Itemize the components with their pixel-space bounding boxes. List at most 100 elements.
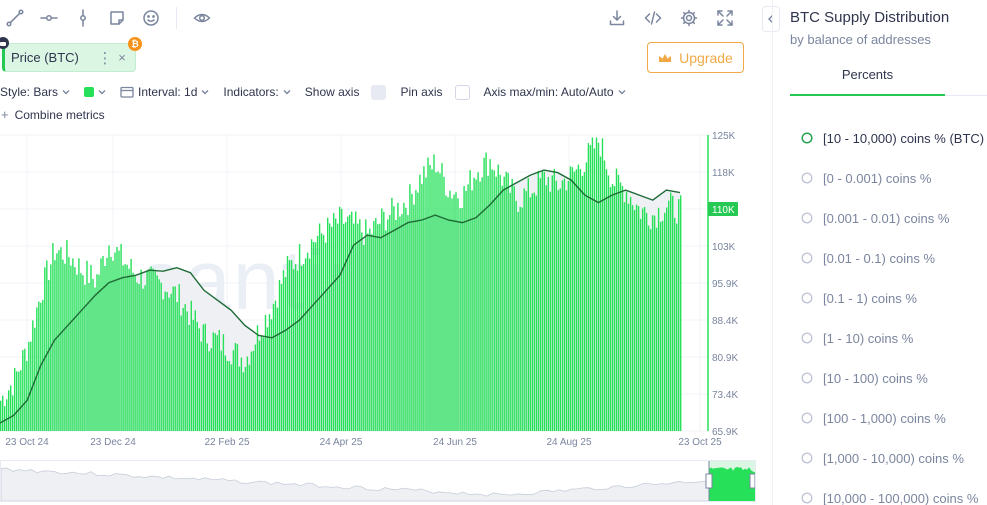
radio-icon[interactable]	[801, 212, 813, 224]
bar	[465, 191, 467, 431]
sub-metric-item[interactable]: [10 - 100) coins %	[801, 358, 984, 398]
bar	[178, 284, 180, 431]
bar	[2, 395, 4, 431]
sub-metric-item[interactable]: [100 - 1,000) coins %	[801, 398, 984, 438]
bar	[220, 350, 222, 431]
radio-icon[interactable]	[801, 332, 813, 344]
navigator-canvas[interactable]	[0, 461, 756, 502]
sub-metric-item[interactable]: [10,000 - 100,000) coins %	[801, 478, 984, 505]
bar	[457, 198, 459, 431]
bar	[210, 348, 212, 431]
show-axis-toggle[interactable]: Show axis	[305, 84, 387, 100]
bar	[110, 257, 112, 431]
download-icon[interactable]	[606, 7, 628, 29]
y-tick-label: 125K	[712, 131, 736, 142]
metric-menu-button[interactable]: ⋮	[97, 49, 113, 67]
metric-remove-button[interactable]: ×	[118, 50, 126, 65]
radio-icon[interactable]	[801, 492, 813, 504]
bar	[517, 212, 519, 431]
upgrade-button[interactable]: Upgrade	[647, 42, 744, 73]
sub-metric-item[interactable]: [0.001 - 0.01) coins %	[801, 198, 984, 238]
color-select[interactable]	[84, 87, 106, 97]
bar	[507, 172, 509, 431]
bar	[451, 198, 453, 431]
bar	[282, 270, 285, 431]
price-line	[0, 169, 681, 424]
bar	[443, 176, 445, 431]
radio-icon[interactable]	[801, 452, 813, 464]
axis-maxmin-select[interactable]: Axis max/min: Auto/Auto	[484, 85, 626, 99]
sub-metric-item[interactable]: [0.1 - 1) coins %	[801, 278, 984, 318]
y-tick-label: 65.9K	[712, 427, 738, 438]
bar	[651, 215, 654, 431]
bar	[250, 351, 253, 431]
radio-icon[interactable]	[801, 372, 813, 384]
bar	[216, 335, 218, 431]
x-tick-label: 23 Dec 24	[90, 437, 136, 448]
radio-icon[interactable]	[801, 412, 813, 424]
emoji-icon[interactable]	[140, 7, 162, 29]
radio-icon[interactable]	[801, 132, 813, 144]
bar	[290, 260, 293, 431]
range-navigator[interactable]	[0, 460, 756, 502]
bar	[32, 320, 34, 431]
eye-icon[interactable]	[191, 7, 213, 29]
sticky-note-icon[interactable]	[106, 7, 128, 29]
bar	[445, 195, 447, 431]
bar	[369, 228, 371, 431]
bar	[256, 325, 259, 431]
style-select[interactable]: Style: Bars	[0, 85, 70, 99]
interval-select[interactable]: Interval: 1d	[120, 85, 209, 99]
bar	[280, 284, 283, 431]
horizontal-ray-icon[interactable]	[38, 7, 60, 29]
bar	[192, 319, 194, 431]
sub-metric-label: [10 - 100) coins %	[823, 370, 928, 386]
sub-metric-item[interactable]: [1 - 10) coins %	[801, 318, 984, 358]
sub-metric-item[interactable]: [0 - 0.001) coins %	[801, 158, 984, 198]
line-tool-icon[interactable]	[4, 7, 26, 29]
bar	[649, 229, 652, 431]
bar	[519, 206, 521, 431]
bar	[641, 208, 644, 431]
fullscreen-icon[interactable]	[714, 7, 736, 29]
bar	[511, 178, 513, 431]
bar	[8, 390, 10, 431]
radio-icon[interactable]	[801, 292, 813, 304]
price-chart[interactable]: santiment125K118K110K103K95.9K88.4K80.9K…	[0, 125, 760, 451]
tab-percents[interactable]: Percents	[790, 64, 945, 96]
sub-metric-item[interactable]: [10 - 10,000) coins % (BTC)	[801, 118, 984, 158]
show-axis-checkbox[interactable]	[371, 84, 387, 100]
x-tick-label: 24 Apr 25	[320, 437, 363, 448]
embed-code-icon[interactable]	[642, 7, 664, 29]
bar	[385, 230, 387, 431]
vertical-line-icon[interactable]	[72, 7, 94, 29]
bar	[288, 260, 291, 431]
bar	[18, 371, 20, 431]
combine-metrics-button[interactable]: + Combine metrics	[1, 107, 105, 122]
bar	[28, 341, 30, 431]
sub-metric-item[interactable]: [0.01 - 0.1) coins %	[801, 238, 984, 278]
chart-canvas[interactable]: santiment125K118K110K103K95.9K88.4K80.9K…	[0, 125, 760, 451]
bar	[312, 241, 315, 431]
bar	[296, 270, 299, 431]
pin-axis-toggle[interactable]: Pin axis	[400, 84, 470, 100]
indicators-select[interactable]: Indicators:	[223, 85, 291, 99]
bar	[48, 280, 50, 431]
bar	[535, 195, 537, 431]
bar	[278, 280, 281, 431]
radio-icon[interactable]	[801, 252, 813, 264]
bar	[262, 337, 265, 431]
sub-metric-label: [0.01 - 0.1) coins %	[823, 250, 935, 266]
bar	[391, 197, 393, 431]
pin-axis-checkbox[interactable]	[454, 84, 470, 100]
bar	[310, 239, 313, 431]
bar	[581, 175, 584, 431]
settings-gear-icon[interactable]	[678, 7, 700, 29]
metric-label: Price (BTC)	[11, 50, 79, 65]
sidebar-collapse-button[interactable]	[762, 6, 780, 32]
metric-chip-price[interactable]: Price (BTC) ⋮ ×	[2, 43, 136, 72]
bar	[361, 232, 363, 431]
sub-metric-item[interactable]: [1,000 - 10,000) coins %	[801, 438, 984, 478]
radio-icon[interactable]	[801, 172, 813, 184]
bar	[491, 169, 493, 431]
